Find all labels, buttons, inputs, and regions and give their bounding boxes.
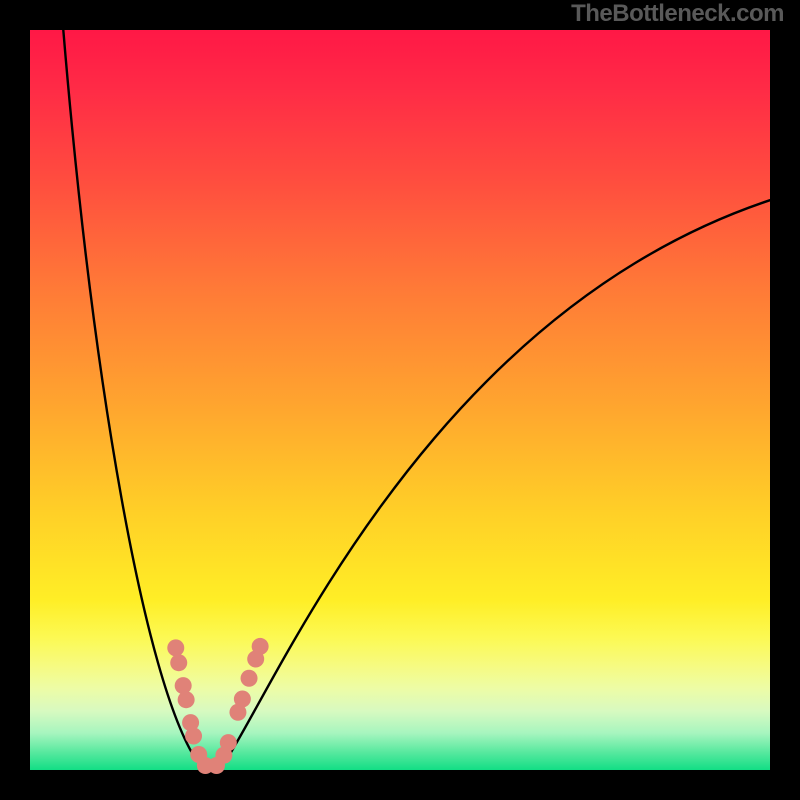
plot-background bbox=[30, 30, 770, 770]
bead-marker bbox=[185, 727, 202, 744]
bottleneck-chart bbox=[0, 0, 800, 800]
bead-marker bbox=[252, 638, 269, 655]
bead-marker bbox=[220, 734, 237, 751]
bead-marker bbox=[234, 690, 251, 707]
bead-marker bbox=[167, 639, 184, 656]
watermark-text: TheBottleneck.com bbox=[571, 0, 784, 28]
bead-marker bbox=[241, 670, 258, 687]
bead-marker bbox=[178, 691, 195, 708]
bead-marker bbox=[175, 677, 192, 694]
figure-container: TheBottleneck.com bbox=[0, 0, 800, 800]
bead-marker bbox=[170, 654, 187, 671]
